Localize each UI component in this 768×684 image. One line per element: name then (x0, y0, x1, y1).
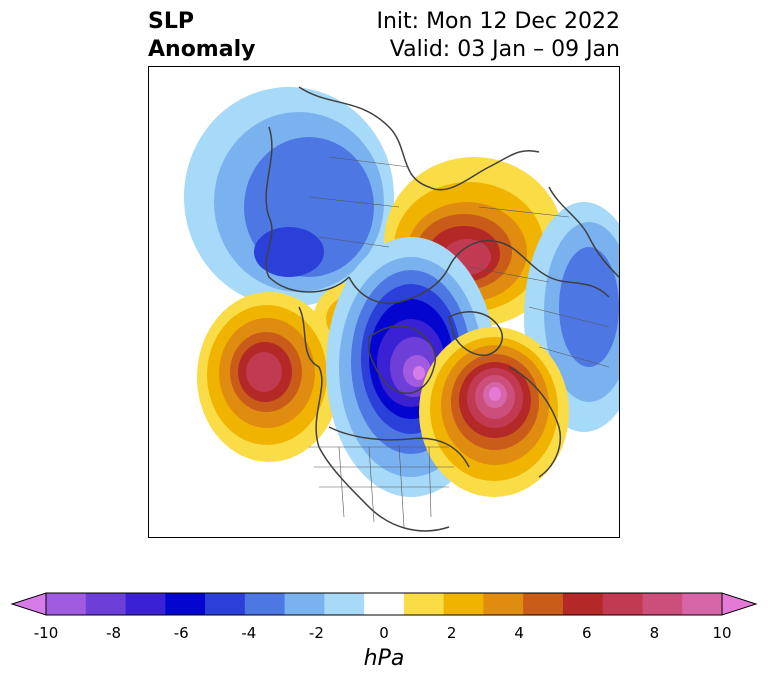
colorbar-extend-low (10, 592, 47, 616)
colorbar-cell (682, 593, 723, 615)
colorbar-cell (364, 593, 405, 615)
colorbar-tick-label: 6 (582, 624, 592, 642)
colorbar-cell (403, 593, 445, 615)
colorbar-cell (443, 593, 484, 615)
colorbar-cell (483, 593, 524, 615)
colorbar-cell (523, 593, 564, 615)
anomaly-high-atlantic (419, 327, 569, 497)
anomaly-high-pacific (197, 292, 341, 462)
colorbar-cell (46, 593, 87, 615)
anomaly-low-northwest (184, 87, 394, 307)
colorbar-cell (165, 593, 206, 615)
colorbar-cell (324, 593, 365, 615)
colorbar-cells (10, 592, 758, 616)
variable-title-line1: SLP (148, 9, 194, 34)
colorbar-extend-high (721, 592, 758, 616)
colorbar-tick-label: 2 (446, 624, 457, 642)
colorbar-cell (85, 593, 127, 615)
colorbar-tick-label: -10 (33, 624, 59, 642)
colorbar-tick-label: 4 (514, 624, 524, 642)
colorbar-cell (284, 593, 325, 615)
colorbar-cell (125, 593, 166, 615)
colorbar-tick-label: -4 (241, 624, 257, 642)
date-title: Init: Mon 12 Dec 2022 Valid: 03 Jan – 09… (377, 8, 621, 64)
colorbar-cell (244, 593, 286, 615)
anomaly-map (148, 66, 620, 538)
colorbar-cell (602, 593, 643, 615)
colorbar-tick-label: 10 (712, 624, 732, 642)
colorbar-tick-label: -8 (106, 624, 122, 642)
colorbar-cell (642, 593, 683, 615)
colorbar-cell (205, 593, 246, 615)
variable-title-line2: Anomaly (148, 37, 256, 62)
colorbar-unit-label: hPa (363, 646, 405, 671)
political-borders (308, 156, 610, 528)
init-date: Init: Mon 12 Dec 2022 (376, 9, 621, 34)
colorbar-tick-label: 0 (379, 624, 389, 642)
colorbar-tick-label: -2 (308, 624, 324, 642)
colorbar-ticks: -10 -8 -6 -4 -2 0 2 4 6 8 10 (0, 624, 768, 644)
map-canvas (184, 86, 619, 532)
colorbar-tick-label: 8 (649, 624, 660, 642)
colorbar-cell (562, 593, 604, 615)
colorbar-tick-label: -6 (173, 624, 189, 642)
valid-date: Valid: 03 Jan – 09 Jan (389, 37, 620, 62)
colorbar (10, 592, 758, 616)
variable-title: SLP Anomaly (148, 8, 255, 64)
